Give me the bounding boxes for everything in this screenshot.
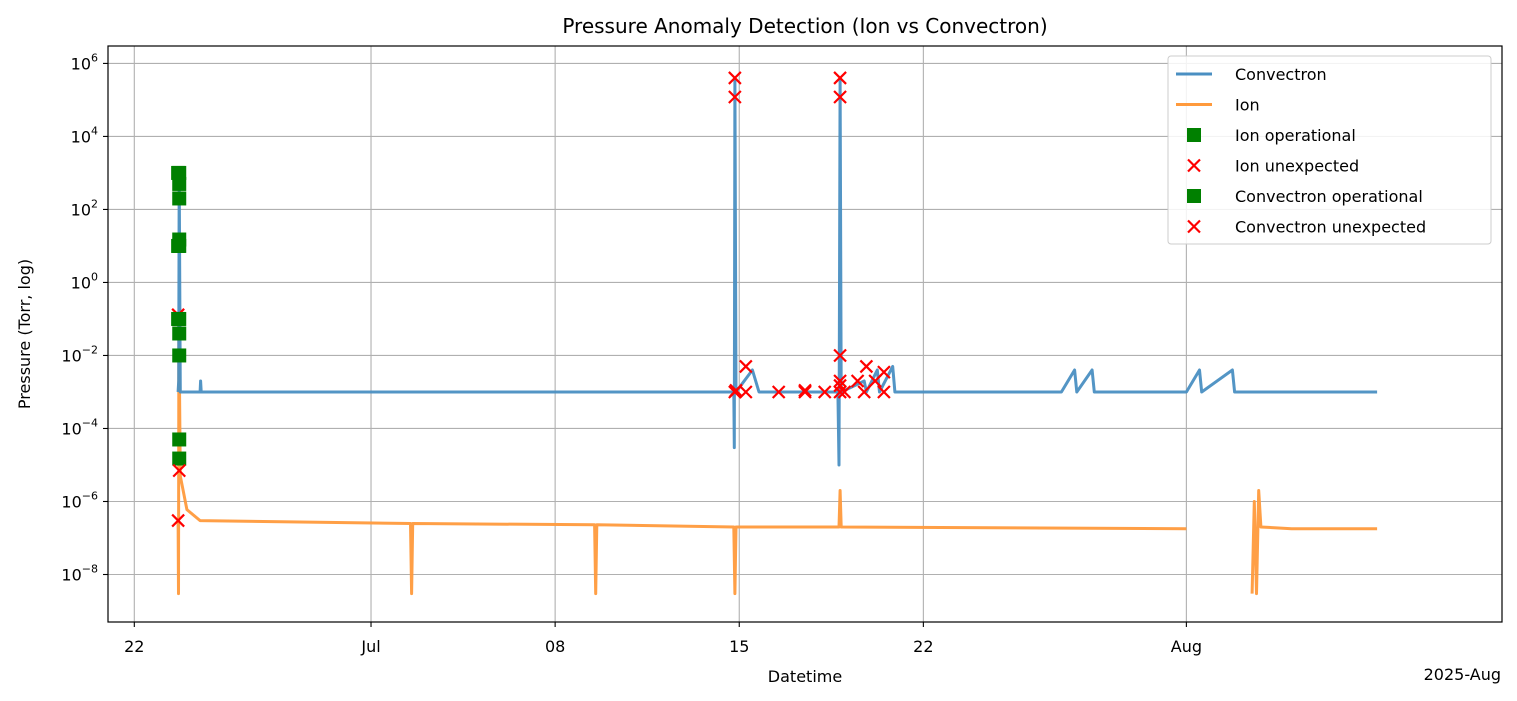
x-tick-label: 22 bbox=[124, 637, 144, 656]
legend-x-swatch bbox=[1187, 158, 1201, 173]
ion-operational-marker bbox=[172, 348, 187, 363]
y-tick-label: 10−6 bbox=[61, 489, 98, 511]
convectron-unexpected-marker bbox=[728, 71, 742, 85]
legend-label: Convectron operational bbox=[1235, 187, 1423, 206]
legend: Convectron Ion Ion operational Ion unexpect… bbox=[1167, 55, 1492, 245]
convectron-unexpected-marker bbox=[833, 374, 847, 388]
grid-lines bbox=[108, 46, 1502, 622]
convectron-unexpected-marker bbox=[833, 348, 847, 363]
plot-frame bbox=[107, 45, 1503, 623]
x-tick-label: Aug bbox=[1171, 637, 1202, 656]
y-tick-label: 100 bbox=[71, 270, 98, 292]
legend-label: Convectron unexpected bbox=[1235, 218, 1426, 237]
y-axis-title: Pressure (Torr, log) bbox=[15, 259, 34, 409]
convectron-unexpected-marker bbox=[837, 385, 852, 399]
y-tick-label: 104 bbox=[71, 124, 98, 146]
y-tick-label: 102 bbox=[71, 197, 98, 219]
convectron-unexpected-marker bbox=[771, 385, 786, 399]
legend-label: Ion bbox=[1235, 96, 1260, 115]
legend-label: Ion operational bbox=[1235, 126, 1356, 145]
convectron-unexpected-marker bbox=[859, 359, 874, 374]
x-tick-label: 15 bbox=[729, 637, 749, 656]
convectron-unexpected-marker bbox=[877, 365, 891, 379]
axis-ticks: 22 Jul 08 15 22 Aug 10−8 10−6 10−4 10−2 100 102 104 1… bbox=[61, 51, 1202, 656]
convectron-unexpected-marker bbox=[739, 359, 753, 374]
legend-x-swatch bbox=[1187, 219, 1201, 234]
ion-operational-marker bbox=[172, 326, 187, 341]
convectron-unexpected-marker bbox=[833, 378, 847, 393]
convectron-unexpected-marker bbox=[817, 385, 832, 399]
legend-label: Convectron bbox=[1235, 65, 1327, 84]
convectron-operational-marker bbox=[171, 311, 186, 326]
convectron-unexpected-marker bbox=[728, 90, 742, 104]
ion-unexpected-marker bbox=[172, 463, 187, 478]
convectron-operational-marker bbox=[171, 165, 186, 180]
x-tick-label: 22 bbox=[913, 637, 933, 656]
convectron-unexpected-marker bbox=[850, 374, 865, 388]
convectron-unexpected-marker bbox=[833, 71, 847, 85]
x-tick-label: 08 bbox=[545, 637, 565, 656]
legend-box bbox=[1167, 55, 1492, 245]
ion-series-line bbox=[176, 317, 1378, 596]
ion-unexpected-marker bbox=[171, 513, 185, 528]
legend-square-swatch bbox=[1187, 189, 1201, 203]
y-tick-label: 10−4 bbox=[61, 416, 98, 438]
y-tick-label: 10−8 bbox=[61, 563, 98, 585]
x-axis-offset-label: 2025-Aug bbox=[1424, 665, 1501, 684]
legend-square-swatch bbox=[1187, 128, 1201, 142]
ion-operational-marker bbox=[172, 451, 187, 466]
convectron-unexpected-marker bbox=[877, 385, 891, 399]
marker-layer bbox=[171, 71, 891, 528]
y-tick-label: 106 bbox=[71, 51, 98, 73]
convectron-unexpected-marker bbox=[798, 385, 812, 399]
convectron-unexpected-marker bbox=[833, 385, 847, 399]
x-tick-label: Jul bbox=[360, 637, 380, 656]
convectron-operational-marker bbox=[171, 238, 186, 253]
ion-operational-marker bbox=[172, 191, 187, 206]
convectron-unexpected-marker bbox=[833, 90, 847, 104]
ion-operational-marker bbox=[172, 176, 187, 191]
x-axis-title: Datetime bbox=[768, 667, 842, 686]
convectron-unexpected-marker bbox=[739, 385, 753, 399]
ion-operational-marker bbox=[172, 432, 187, 447]
convectron-unexpected-marker bbox=[857, 385, 871, 399]
y-tick-label: 10−2 bbox=[61, 343, 98, 365]
chart-title: Pressure Anomaly Detection (Ion vs Conve… bbox=[562, 14, 1047, 38]
legend-label: Ion unexpected bbox=[1235, 157, 1359, 176]
